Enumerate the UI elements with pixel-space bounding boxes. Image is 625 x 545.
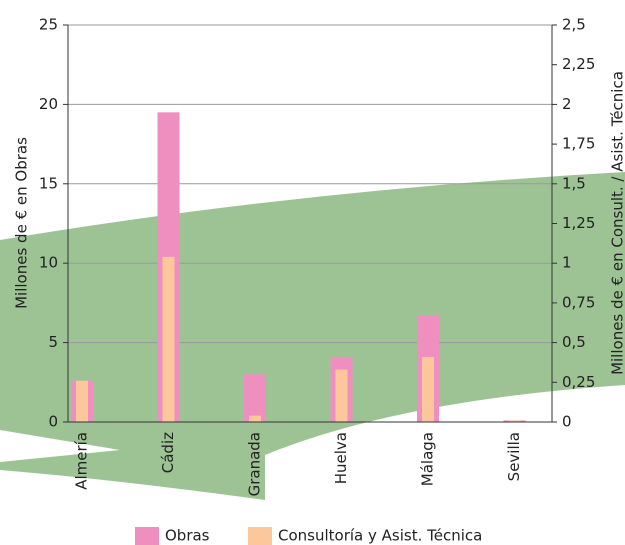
y2-tick-label: 0,75: [562, 293, 595, 311]
y2-tick-label: 0,5: [562, 333, 586, 351]
background-cut: [0, 430, 120, 462]
plot: 0 5 10 15 20 25 0 0,25 0,5 0,75 1 1,25 1,5 1,75 2 2,25 2…: [39, 16, 596, 497]
background-shape: [0, 172, 625, 500]
x-tick-label: Cádiz: [159, 432, 177, 473]
legend: Obras Consultoría y Asist. Técnica: [135, 527, 482, 545]
x-tick-label: Sevilla: [505, 432, 523, 481]
x-tick-label: Málaga: [419, 432, 437, 486]
y2-axis-title: Millones de € en Consult. / Asist. Técni…: [609, 71, 625, 375]
legend-label: Obras: [165, 527, 210, 545]
bar: [335, 369, 348, 422]
bar: [422, 356, 434, 422]
bar: [76, 380, 88, 422]
y2-tick-label: 1,25: [562, 214, 595, 232]
bar: [249, 415, 261, 422]
y-tick-label: 10: [39, 254, 58, 272]
y-axis-title: Millones de € en Obras: [13, 137, 31, 309]
x-tick-label: Almería: [73, 432, 91, 490]
y2-tick-label: 1: [562, 254, 572, 272]
y2-tick-label: 2: [562, 95, 572, 113]
y2-tick-label: 1,5: [562, 174, 586, 192]
y2-tick-label: 2,25: [562, 55, 595, 73]
legend-swatch: [248, 527, 272, 545]
x-tick-label: Huelva: [332, 432, 350, 484]
y2-tick-label: 0: [562, 413, 572, 431]
y-tick-label: 25: [39, 16, 58, 34]
y2-tick-label: 2,5: [562, 16, 586, 34]
y-tick-label: 5: [48, 333, 58, 351]
y2-tick-label: 1,75: [562, 135, 595, 153]
y-tick-label: 0: [48, 413, 58, 431]
y-tick-label: 15: [39, 174, 58, 192]
bar: [508, 420, 521, 422]
y-tick-label: 20: [39, 95, 58, 113]
y2-tick-label: 0,25: [562, 373, 595, 391]
x-tick-label: Granada: [246, 432, 264, 496]
bar: [244, 374, 266, 422]
legend-label: Consultoría y Asist. Técnica: [278, 527, 482, 545]
legend-swatch: [135, 527, 159, 545]
bar: [162, 256, 175, 422]
